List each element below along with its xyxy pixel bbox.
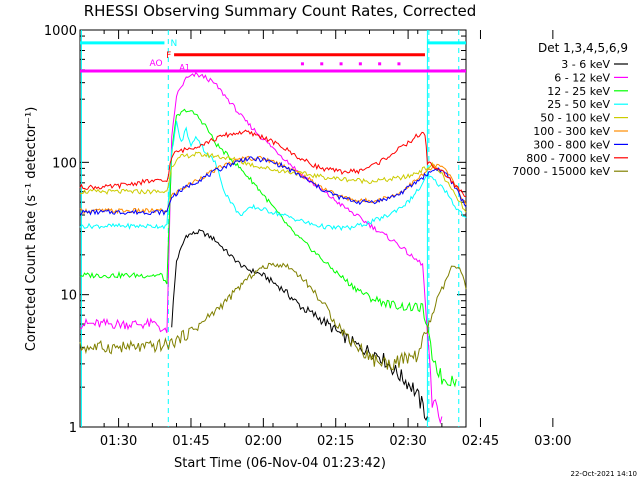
saa-dot — [397, 62, 401, 66]
plot-frame — [79, 29, 467, 428]
y-tick-label: 1000 — [44, 24, 77, 39]
legend-entry-label: 800 - 7000 keV — [526, 152, 610, 165]
series-line — [79, 151, 467, 213]
x-axis-label: Start Time (06-Nov-04 01:23:42) — [174, 456, 386, 471]
saa-dot — [339, 62, 343, 66]
saa-dot — [378, 62, 382, 66]
flare-flag-label: F — [166, 51, 171, 61]
legend-title: Det 1,3,4,5,6,9 — [538, 41, 628, 55]
legend-entry-label: 6 - 12 keV — [554, 71, 610, 84]
legend-entry-label: 3 - 6 keV — [561, 58, 610, 71]
y-tick-label: 100 — [52, 156, 77, 171]
y-axis-label: Corrected Count Rate (s⁻¹ detector⁻¹) — [24, 107, 39, 352]
saa-dot — [300, 62, 304, 66]
x-tick-label: 03:00 — [534, 434, 571, 449]
series-line — [79, 108, 457, 388]
legend-entry-label: 100 - 300 keV — [533, 125, 610, 138]
series-line — [79, 156, 467, 216]
attenuator-flag-label: AO — [149, 59, 162, 69]
x-tick-label: 01:45 — [172, 434, 209, 449]
y-tick-label: 10 — [60, 289, 77, 304]
series-line — [79, 71, 443, 425]
series-line — [79, 262, 467, 371]
saa-dot — [320, 62, 324, 66]
chart-title: RHESSI Observing Summary Count Rates, Co… — [84, 2, 477, 20]
timestamp: 22-Oct-2021 14:10 — [571, 470, 637, 478]
saa-dot — [358, 62, 362, 66]
x-tick-label: 02:15 — [317, 434, 354, 449]
series-line — [79, 155, 467, 215]
legend-entry-label: 300 - 800 keV — [533, 138, 610, 151]
legend-entry-label: 12 - 25 keV — [547, 85, 610, 98]
legend-entry-label: 7000 - 15000 keV — [512, 165, 610, 178]
series-line — [171, 228, 428, 421]
night-flag-label: N — [170, 39, 177, 49]
x-tick-label: 02:00 — [245, 434, 282, 449]
x-tick-label: 02:45 — [462, 434, 499, 449]
y-tick-label: 1 — [69, 421, 77, 436]
plot-area: 1000 100 10 1 01:30 01:45 02:00 02:15 02:30 02:45… — [44, 24, 572, 449]
series-line — [79, 129, 467, 198]
attenuator-state-label: A1 — [179, 63, 190, 72]
series-line — [79, 120, 467, 232]
legend-entry-label: 25 - 50 keV — [547, 98, 610, 111]
legend-entry-label: 50 - 100 keV — [540, 112, 610, 125]
x-tick-label: 01:30 — [100, 434, 137, 449]
x-tick-label: 02:30 — [389, 434, 426, 449]
